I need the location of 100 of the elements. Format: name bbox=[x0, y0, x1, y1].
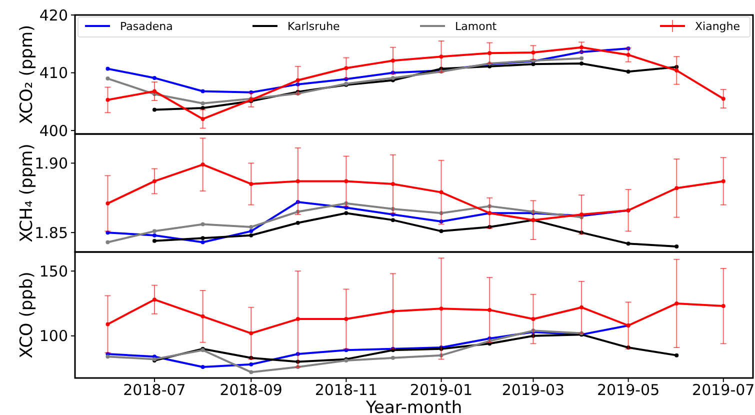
y-tick-label: 1.90 bbox=[34, 154, 68, 172]
x-tick-label: 2019-05 bbox=[596, 381, 660, 399]
legend-label: Lamont bbox=[455, 20, 498, 33]
point bbox=[249, 362, 254, 366]
point bbox=[344, 211, 348, 216]
legend-label: Karlsruhe bbox=[288, 20, 340, 33]
point bbox=[626, 242, 630, 246]
point bbox=[390, 76, 395, 80]
point bbox=[390, 356, 395, 360]
y-axis-title: XCO (ppb) bbox=[17, 272, 37, 358]
point bbox=[531, 317, 536, 322]
point bbox=[531, 62, 536, 66]
point bbox=[674, 64, 679, 69]
point bbox=[580, 45, 584, 50]
point bbox=[531, 50, 536, 55]
point bbox=[152, 89, 156, 94]
point bbox=[296, 360, 300, 364]
point bbox=[249, 229, 254, 234]
point bbox=[344, 179, 348, 184]
y-tick-label: 420 bbox=[39, 6, 68, 24]
point bbox=[296, 352, 300, 356]
point bbox=[721, 304, 726, 308]
point bbox=[200, 314, 205, 318]
point bbox=[200, 116, 205, 121]
point bbox=[152, 108, 156, 112]
point bbox=[439, 229, 444, 234]
point bbox=[296, 200, 300, 204]
point bbox=[106, 98, 110, 102]
point bbox=[439, 54, 444, 59]
point bbox=[152, 179, 156, 184]
point bbox=[249, 370, 254, 374]
point bbox=[106, 76, 110, 81]
point bbox=[296, 220, 300, 225]
point bbox=[674, 68, 679, 72]
point bbox=[439, 306, 444, 311]
point bbox=[626, 70, 630, 74]
point bbox=[106, 354, 110, 359]
point bbox=[721, 179, 726, 184]
y-tick-label: 100 bbox=[39, 327, 68, 346]
point bbox=[344, 317, 348, 322]
point bbox=[200, 240, 205, 244]
point bbox=[200, 101, 205, 106]
point bbox=[721, 96, 726, 101]
point bbox=[674, 353, 679, 358]
point bbox=[390, 206, 395, 211]
point bbox=[439, 211, 444, 216]
y-tick-label: 150 bbox=[39, 262, 68, 280]
point bbox=[296, 82, 300, 86]
point bbox=[200, 162, 205, 167]
point bbox=[152, 229, 156, 234]
point bbox=[200, 364, 205, 369]
point bbox=[488, 51, 492, 56]
point bbox=[488, 204, 492, 208]
y-tick-label: 410 bbox=[39, 64, 68, 82]
point bbox=[390, 309, 395, 314]
point bbox=[296, 179, 300, 184]
y-tick-label: 1.85 bbox=[34, 224, 68, 242]
point bbox=[296, 317, 300, 322]
point bbox=[674, 186, 679, 190]
point bbox=[580, 56, 584, 60]
point bbox=[249, 225, 254, 230]
point bbox=[344, 66, 348, 70]
point bbox=[200, 236, 205, 240]
point bbox=[106, 240, 110, 244]
point bbox=[152, 233, 156, 238]
point bbox=[488, 308, 492, 312]
point bbox=[152, 76, 156, 80]
legend-label: Xianghe bbox=[695, 20, 740, 33]
point bbox=[390, 182, 395, 186]
y-axis-title: XCO₂ (ppm) bbox=[17, 24, 37, 124]
x-tick-label: 2018-09 bbox=[220, 381, 282, 399]
point bbox=[674, 301, 679, 306]
point bbox=[580, 305, 584, 310]
y-axis-title: XCH₄ (ppm) bbox=[17, 144, 37, 242]
x-tick-label: 2019-01 bbox=[410, 381, 473, 399]
legend-label: Pasadena bbox=[120, 20, 173, 33]
x-tick-label: 2018-11 bbox=[314, 381, 378, 399]
point bbox=[200, 222, 205, 226]
point bbox=[152, 298, 156, 302]
point bbox=[152, 238, 156, 243]
x-tick-label: 2019-03 bbox=[502, 381, 565, 399]
point bbox=[390, 218, 395, 222]
point bbox=[249, 233, 254, 238]
point bbox=[531, 334, 536, 338]
point bbox=[439, 353, 444, 358]
x-tick-label: 2018-07 bbox=[123, 381, 186, 399]
point bbox=[626, 52, 630, 57]
point bbox=[390, 58, 395, 63]
point bbox=[249, 331, 254, 336]
point bbox=[249, 182, 254, 186]
point bbox=[296, 78, 300, 82]
y-tick-label: 400 bbox=[39, 122, 68, 140]
point bbox=[106, 322, 110, 326]
point bbox=[106, 201, 110, 206]
x-tick-label: 2019-07 bbox=[692, 381, 755, 399]
x-axis-title: Year-month bbox=[364, 398, 462, 415]
point bbox=[674, 244, 679, 248]
point bbox=[106, 66, 110, 71]
point bbox=[580, 62, 584, 66]
point bbox=[200, 89, 205, 94]
